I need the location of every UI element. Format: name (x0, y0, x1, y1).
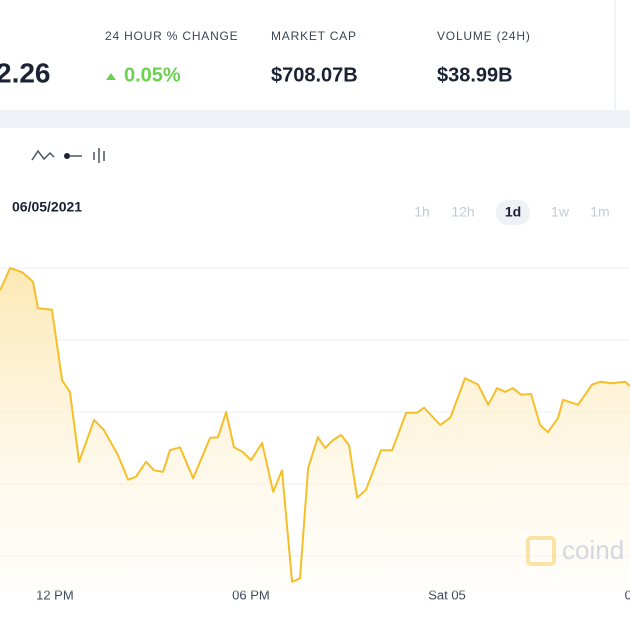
stat-label: 24 HOUR % CHANGE (105, 29, 239, 43)
candle-icon[interactable] (93, 148, 105, 163)
range-button[interactable]: 1m (590, 204, 609, 220)
range-button[interactable]: 1w (551, 204, 570, 220)
time-ranges: 1h 12h 1d 1w 1m (414, 200, 610, 225)
range-button[interactable]: 1d (505, 204, 521, 220)
stat-value: $708.07B (271, 64, 358, 86)
separator (0, 110, 630, 128)
watermark: coind (562, 535, 624, 565)
stat-value: 0.05% (124, 64, 181, 86)
chart-type-icons (31, 148, 105, 163)
area-icon[interactable] (64, 153, 70, 159)
stat-value: $38.99B (437, 64, 513, 86)
price-line (0, 267, 630, 583)
stat-label: MARKET CAP (271, 29, 357, 43)
range-selected-bg (496, 200, 530, 225)
watermark-logo (526, 536, 556, 566)
line-icon[interactable] (31, 149, 55, 161)
up-arrow (106, 73, 116, 80)
price: 2.26 (0, 57, 51, 88)
range-button[interactable]: 1h (414, 204, 430, 220)
x-tick-label: 06 AM (625, 587, 630, 602)
price-area (0, 268, 630, 592)
date: 06/05/2021 (12, 199, 82, 215)
stat-label: VOLUME (24H) (437, 29, 531, 43)
range-button[interactable]: 12h (451, 204, 474, 220)
stats: 24 HOUR % CHANGE 0.05% MARKET CAP $708.07B V… (105, 29, 531, 86)
